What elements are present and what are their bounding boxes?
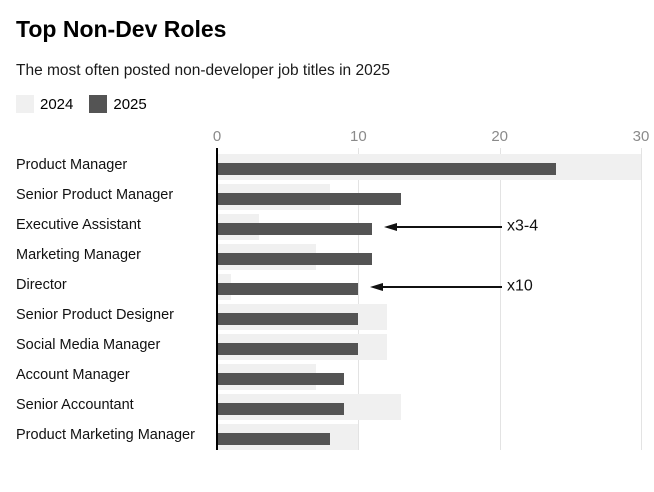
gridline-20: [499, 148, 501, 450]
bar-2025: [217, 343, 359, 355]
chart-row: Product Manager: [0, 150, 654, 180]
y-axis-line: [215, 148, 218, 450]
chart-row: Senior Accountant: [0, 390, 654, 420]
annotation-arrowhead: [384, 222, 398, 231]
x-tick-label: 10: [349, 128, 367, 145]
category-label: Senior Accountant: [16, 397, 134, 413]
chart-row: Social Media Manager: [0, 330, 654, 360]
category-label: Senior Product Manager: [16, 187, 174, 203]
x-tick-label: 0: [212, 128, 222, 145]
x-tick-label: 30: [632, 128, 650, 145]
annotation-arrow-line: [396, 226, 502, 228]
chart-row: Executive Assistant: [0, 210, 654, 240]
x-tick-label: 20: [491, 128, 508, 145]
bar-2025: [217, 163, 557, 175]
bar-2025: [217, 223, 373, 235]
category-label: Marketing Manager: [16, 247, 141, 263]
bar-2025: [217, 373, 345, 385]
category-label: Executive Assistant: [16, 217, 141, 233]
bar-2025: [217, 193, 401, 205]
annotation-label: x3-4: [507, 217, 539, 235]
category-label: Social Media Manager: [16, 337, 161, 353]
bar-2025: [217, 403, 345, 415]
chart-row: Director: [0, 270, 654, 300]
legend-swatch-2025: [89, 95, 108, 113]
annotation-arrow-line: [382, 286, 502, 288]
chart-row: Account Manager: [0, 360, 654, 390]
category-label: Senior Product Designer: [16, 307, 174, 323]
chart-row: Senior Product Designer: [0, 300, 654, 330]
legend-item: 2025: [89, 95, 147, 113]
gridline-10: [358, 148, 360, 450]
chart-row: Senior Product Manager: [0, 180, 654, 210]
bar-2025: [217, 313, 359, 325]
bar-2025: [217, 433, 331, 445]
bar-2025: [217, 253, 373, 265]
bar-2025: [217, 283, 359, 295]
category-label: Account Manager: [16, 367, 130, 383]
category-label: Director: [16, 277, 67, 293]
legend-label: 2025: [113, 95, 147, 113]
legend-label: 2024: [40, 95, 74, 113]
gridline-30: [641, 148, 642, 450]
legend-item: 2024: [16, 95, 73, 113]
chart-row: Product Marketing Manager: [0, 420, 654, 450]
chart-row: Marketing Manager: [0, 240, 654, 270]
category-label: Product Marketing Manager: [16, 427, 195, 443]
chart-subtitle: The most often posted non-developer job …: [16, 62, 390, 79]
legend: 2024 2025: [16, 95, 147, 113]
annotation-label: x10: [507, 277, 533, 295]
legend-swatch-2024: [16, 95, 34, 113]
chart-title: Top Non-Dev Roles: [16, 16, 227, 42]
annotation-arrowhead: [370, 282, 384, 291]
category-label: Product Manager: [16, 157, 128, 173]
